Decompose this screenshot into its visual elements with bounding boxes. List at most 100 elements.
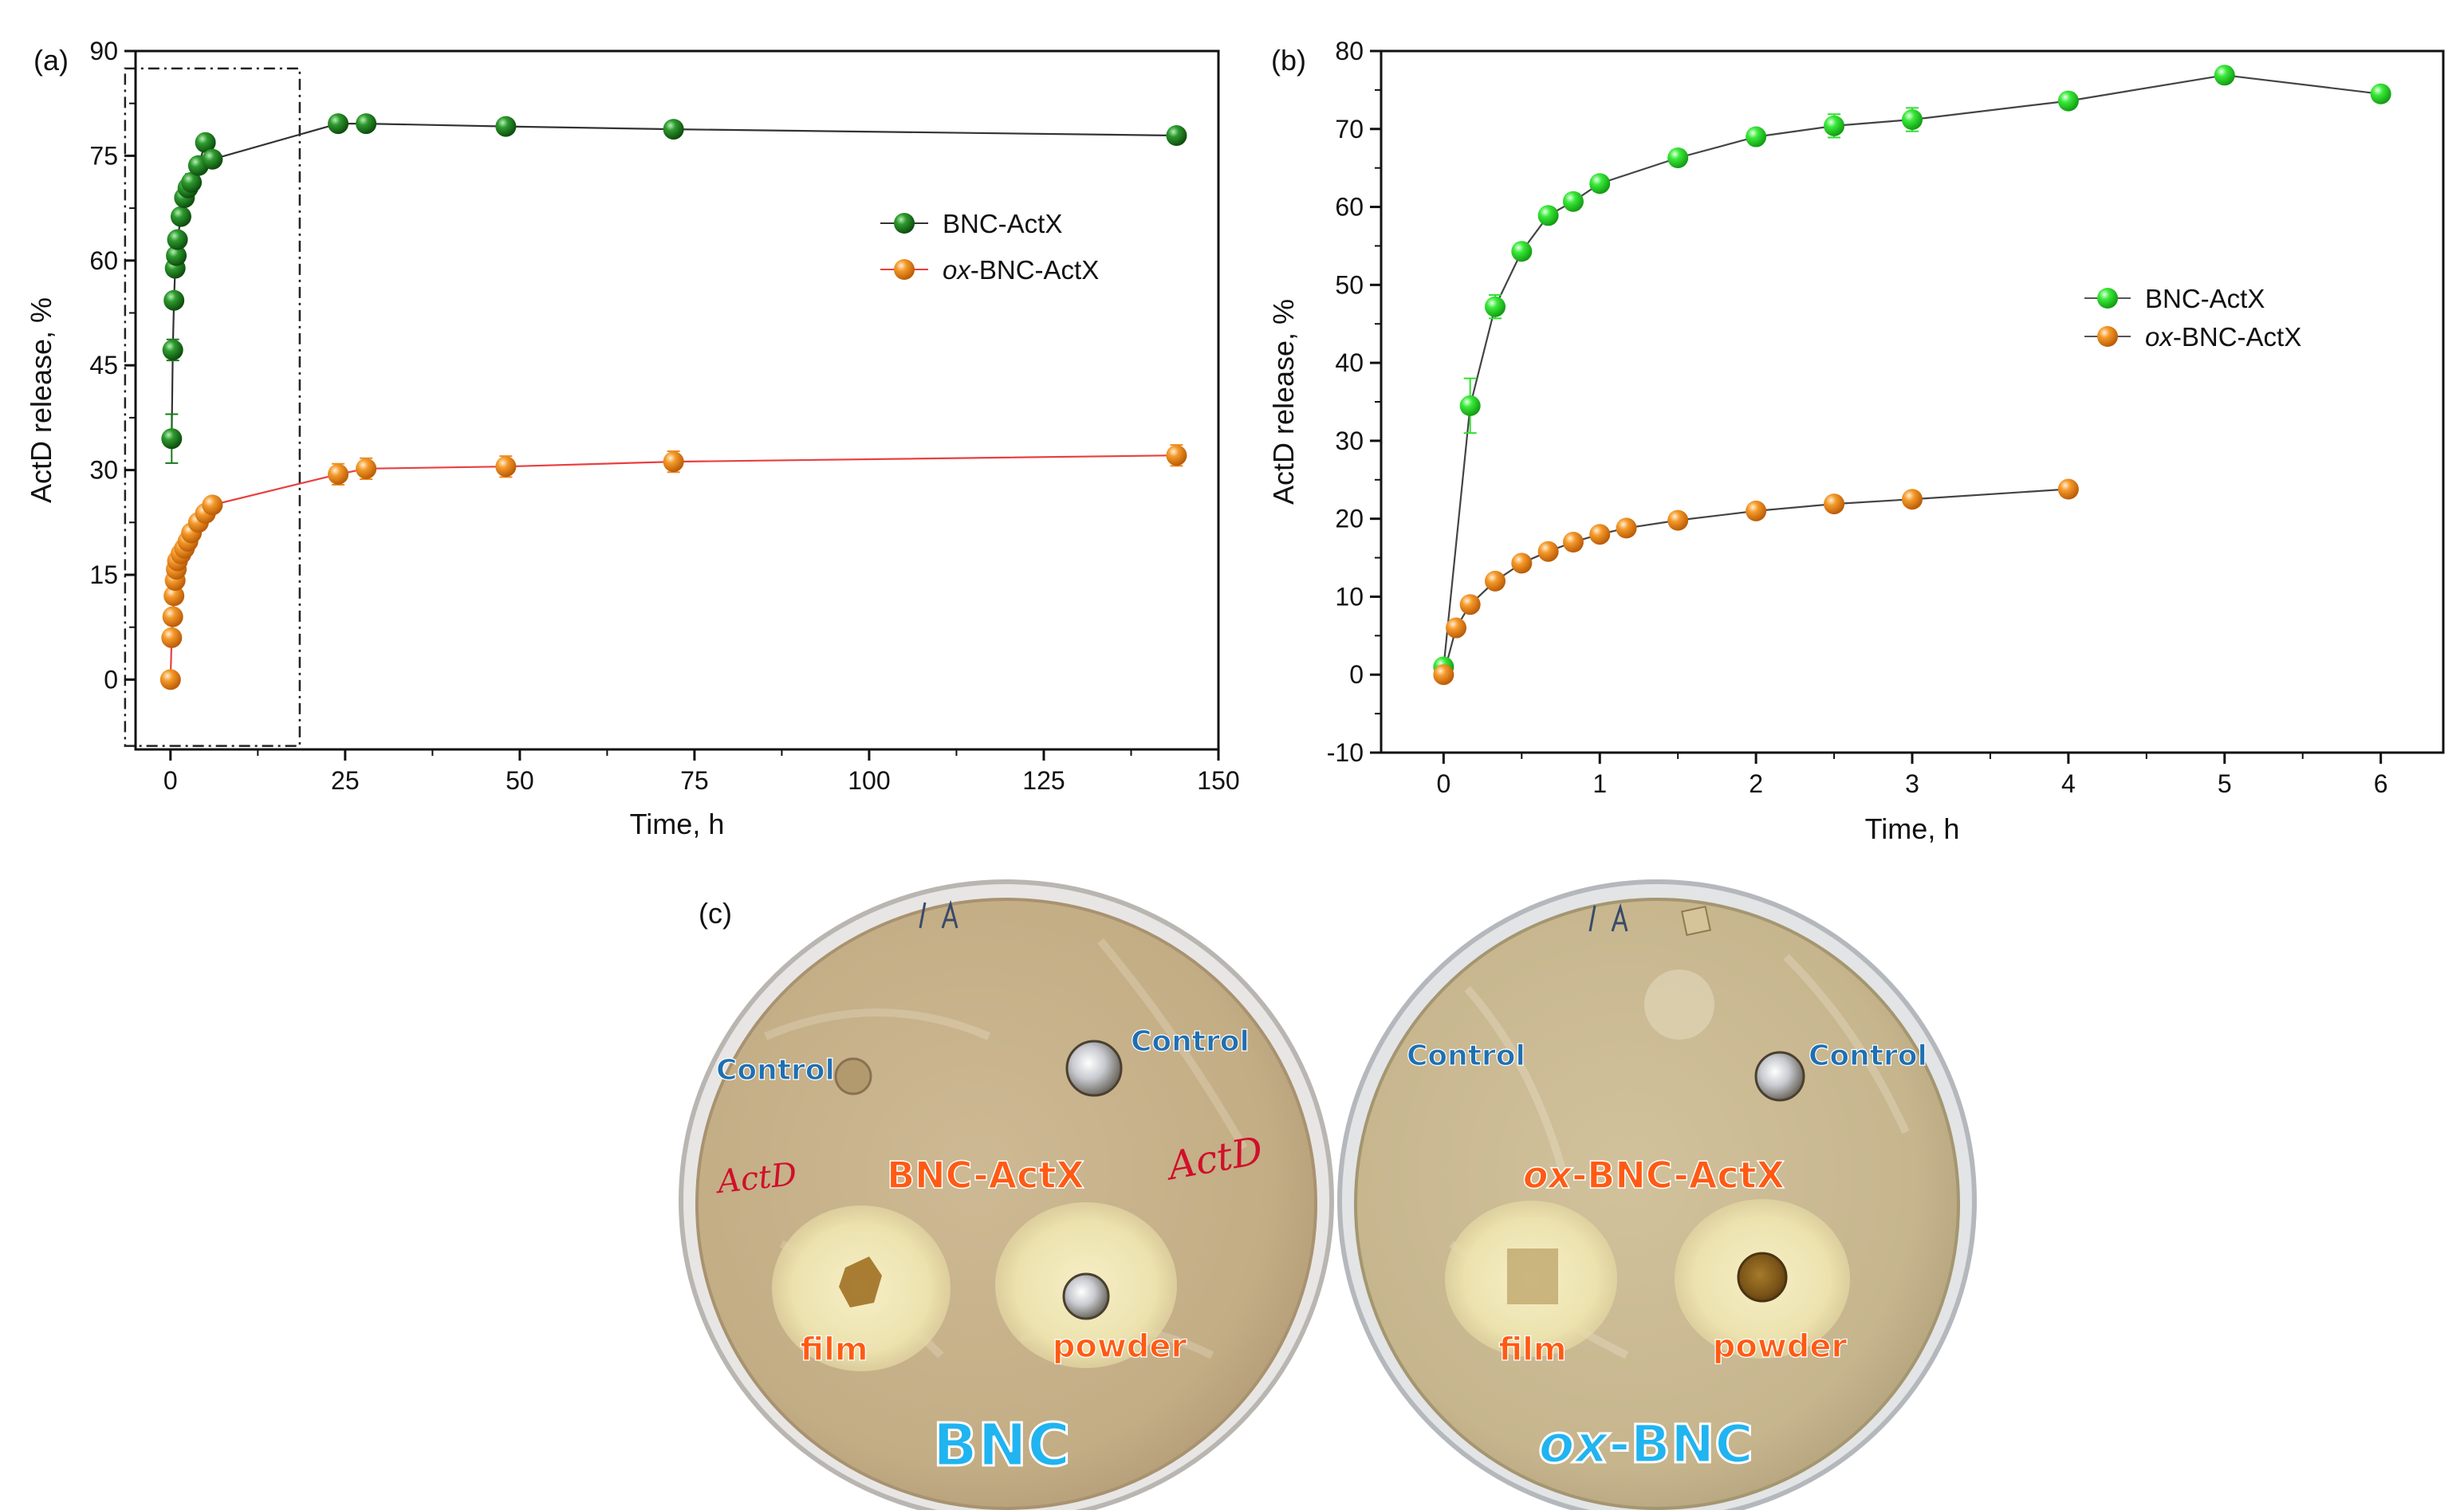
panel-b-point-1 [1746, 500, 1767, 521]
panel-a-point-0 [167, 229, 188, 250]
panel-b-point-1 [1616, 517, 1637, 539]
panel-b-xtick-label: 3 [1905, 769, 1919, 798]
panel-a-highlight-box [124, 67, 301, 747]
panel-b-point-1 [1433, 664, 1454, 686]
panel-a-zoom-box [124, 67, 301, 747]
panel-b-point-0 [2057, 90, 2079, 112]
panel-a-point-1 [495, 456, 517, 478]
panel-a-point-0 [166, 245, 187, 266]
panel-a-xtick-label: 75 [680, 766, 709, 795]
panel-a-point-0 [181, 171, 203, 193]
panel-b-point-1 [1446, 617, 1467, 639]
panel-b-series-line-0 [1443, 74, 2381, 667]
panel-b-ylabel: ActD release, % [1267, 299, 1300, 505]
bnc-sample-label: BNC-ActX [887, 1154, 1084, 1197]
panel-a-point-1 [356, 458, 377, 479]
panel-a-legend-marker-ox [894, 259, 915, 280]
panel-b-point-1 [1459, 594, 1481, 615]
panel-b-xtick-label: 1 [1592, 769, 1607, 798]
panel-b-xtick-label: 6 [2374, 769, 2388, 798]
panel-a-series-lines [169, 123, 1177, 680]
panel-a-xtick-label: 25 [331, 766, 360, 795]
panel-a-ytick-label: 90 [89, 37, 118, 65]
panel-a-point-0 [161, 428, 183, 450]
panel-b-xtick-label: 4 [2061, 769, 2076, 798]
panel-b-ytick-label: 70 [1335, 115, 1364, 144]
panel-b-xlabel: Time, h [1865, 812, 1960, 845]
panel-b-legend-marker-bnc [2097, 288, 2118, 309]
ox-bnc-top-fragment [1681, 906, 1711, 936]
panel-b-point-0 [1902, 109, 1923, 131]
bnc-handwritten-left: ActD [713, 1156, 799, 1201]
panel-a-ytick-label: 45 [89, 351, 118, 379]
panel-a-point-1 [161, 627, 183, 648]
panel-b-point-0 [1746, 126, 1767, 147]
panel-a-ytick-label: 30 [89, 456, 118, 485]
panel-a-point-1 [162, 606, 183, 627]
bnc-control-right-label: Control [1131, 1025, 1250, 1058]
panel-a-legend-ox: ox-BNC-ActX [943, 255, 1099, 285]
panel-b-legend-bnc: BNC-ActX [2145, 284, 2265, 313]
panel-b-frame [1380, 49, 2445, 754]
panel-b-point-1 [1589, 524, 1611, 545]
bnc-handwritten-top [919, 899, 958, 929]
panel-a-ytick-label: 75 [89, 141, 118, 170]
panel-a-xtick-label: 50 [506, 766, 534, 795]
panel-b-point-0 [1484, 296, 1506, 317]
panel-a-point-0 [162, 339, 183, 360]
panel-b-xtick-label: 5 [2218, 769, 2232, 798]
panel-a-point-1 [328, 463, 349, 485]
ox-bnc-sample-label: ox-BNC-ActX [1523, 1154, 1785, 1197]
panel-a-point-0 [328, 113, 349, 135]
ox-bnc-film-label: film [1498, 1331, 1566, 1368]
panel-a-frame [134, 49, 1220, 751]
panel-b-point-1 [1562, 532, 1584, 552]
panel-a-ytick-label: 60 [89, 246, 118, 275]
panel-a-label: (a) [33, 44, 69, 77]
panel-b-point-0 [1537, 205, 1559, 226]
ox-bnc-film-sample [1507, 1249, 1558, 1304]
ox-bnc-control-left-label: Control [1407, 1040, 1525, 1072]
panel-a-xtick-label: 125 [1022, 766, 1065, 795]
panel-b-ytick-label: -10 [1327, 738, 1364, 767]
panel-a-point-1 [163, 585, 185, 607]
panel-a-ticks: 0 25 50 75 100 125 150 0 15 30 45 60 75 90 [89, 37, 1239, 795]
panel-a-point-1 [202, 494, 223, 516]
panel-b-ytick-label: 0 [1349, 660, 1364, 689]
panel-a-legend-marker-bnc [894, 213, 915, 234]
ox-bnc-top-spot [1644, 969, 1714, 1040]
panel-b-points [1433, 65, 2391, 686]
panel-a-point-0 [1166, 124, 1187, 146]
panel-b-point-1 [1667, 509, 1689, 531]
panel-b-ytick-label: 50 [1335, 270, 1364, 299]
bnc-control-well-right [1065, 1040, 1123, 1097]
panel-a-point-0 [163, 289, 185, 311]
bnc-control-well-left [834, 1057, 872, 1095]
bnc-powder-label: powder [1053, 1328, 1187, 1365]
panel-a-point-0 [495, 116, 517, 137]
panel-b-ytick-label: 10 [1335, 582, 1364, 611]
ox-bnc-control-right-label: Control [1809, 1040, 1927, 1072]
panel-a-point-0 [170, 206, 191, 227]
petri-dish-ox-bnc: Control Control ox-BNC-ActX film powder … [1337, 879, 1977, 1510]
panel-b-point-1 [1824, 494, 1845, 515]
panel-b-legend: BNC-ActX ox-BNC-ActX [2084, 284, 2301, 352]
bnc-film-label: film [800, 1331, 868, 1368]
ox-bnc-powder-well [1737, 1252, 1788, 1303]
panel-b-point-0 [1511, 241, 1533, 262]
panel-a-legend-bnc: BNC-ActX [943, 209, 1062, 238]
panel-a-point-1 [159, 669, 181, 690]
ox-bnc-control-well-right [1754, 1051, 1805, 1102]
panel-a-xtick-label: 100 [848, 766, 890, 795]
panel-a-point-0 [195, 132, 216, 153]
panel-b-ytick-label: 80 [1335, 37, 1364, 65]
panel-a-point-1 [663, 451, 684, 473]
panel-a-point-0 [202, 148, 223, 170]
panel-b-ytick-label: 20 [1335, 505, 1364, 533]
panel-b-point-0 [1824, 115, 1845, 136]
panel-b-point-1 [1537, 541, 1559, 562]
panel-b-xtick-label: 2 [1749, 769, 1763, 798]
bnc-plate-title: BNC [933, 1411, 1071, 1480]
